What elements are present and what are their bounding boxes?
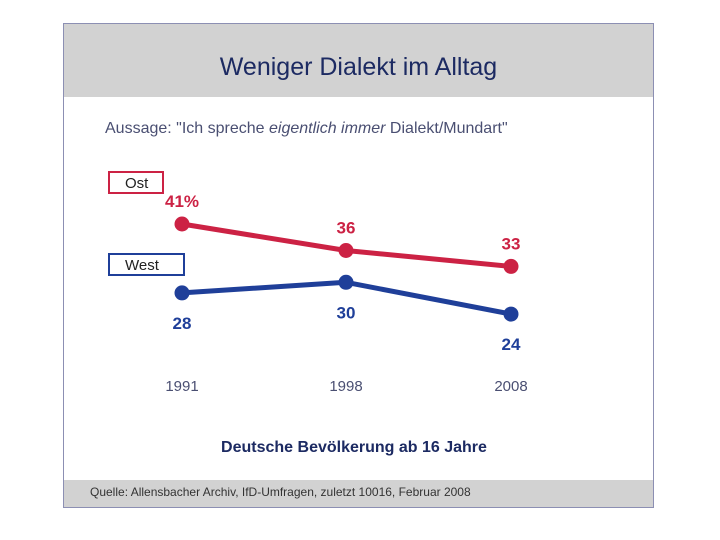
statement-emphasis: eigentlich immer	[269, 120, 386, 137]
statement-text: Aussage: "Ich spreche eigentlich immer D…	[105, 120, 508, 138]
title-bar: Weniger Dialekt im Alltag	[64, 24, 653, 97]
x-tick-label-1998: 1998	[329, 378, 362, 395]
data-label-west-1998: 30	[337, 303, 356, 322]
data-point-ost-1991	[174, 216, 190, 232]
data-label-ost-2008: 33	[502, 234, 521, 253]
legend-west: West	[108, 253, 185, 276]
source-text: Quelle: Allensbacher Archiv, IfD-Umfrage…	[90, 485, 471, 499]
data-point-ost-1998	[338, 243, 354, 258]
data-label-west-1991: 28	[173, 314, 192, 333]
line-chart: 41% 36 33 28 30 24 1991 1998 2008 Deutsche Bevölk…	[165, 192, 528, 456]
statement-prefix: Aussage: "Ich spreche	[105, 120, 269, 137]
data-label-west-2008: 24	[502, 335, 521, 354]
data-point-west-2008	[503, 306, 519, 322]
x-tick-label-2008: 2008	[494, 378, 527, 395]
legend-west-label: West	[125, 257, 159, 274]
data-point-ost-2008	[503, 258, 519, 274]
legend-ost: Ost	[108, 171, 164, 194]
data-label-ost-1991: 41%	[165, 192, 199, 211]
legend-ost-label: Ost	[125, 175, 149, 192]
statement-suffix: Dialekt/Mundart"	[385, 120, 508, 137]
chart-title: Weniger Dialekt im Alltag	[219, 53, 498, 81]
x-tick-label-1991: 1991	[165, 378, 198, 395]
chart-frame: Weniger Dialekt im Alltag Aussage: "Ich …	[63, 23, 654, 508]
data-label-ost-1998: 36	[337, 219, 356, 238]
source-bar: Quelle: Allensbacher Archiv, IfD-Umfrage…	[64, 480, 653, 507]
x-axis-label: Deutsche Bevölkerung ab 16 Jahre	[221, 439, 487, 456]
data-point-west-1991	[174, 285, 190, 301]
data-point-west-1998	[338, 274, 354, 290]
